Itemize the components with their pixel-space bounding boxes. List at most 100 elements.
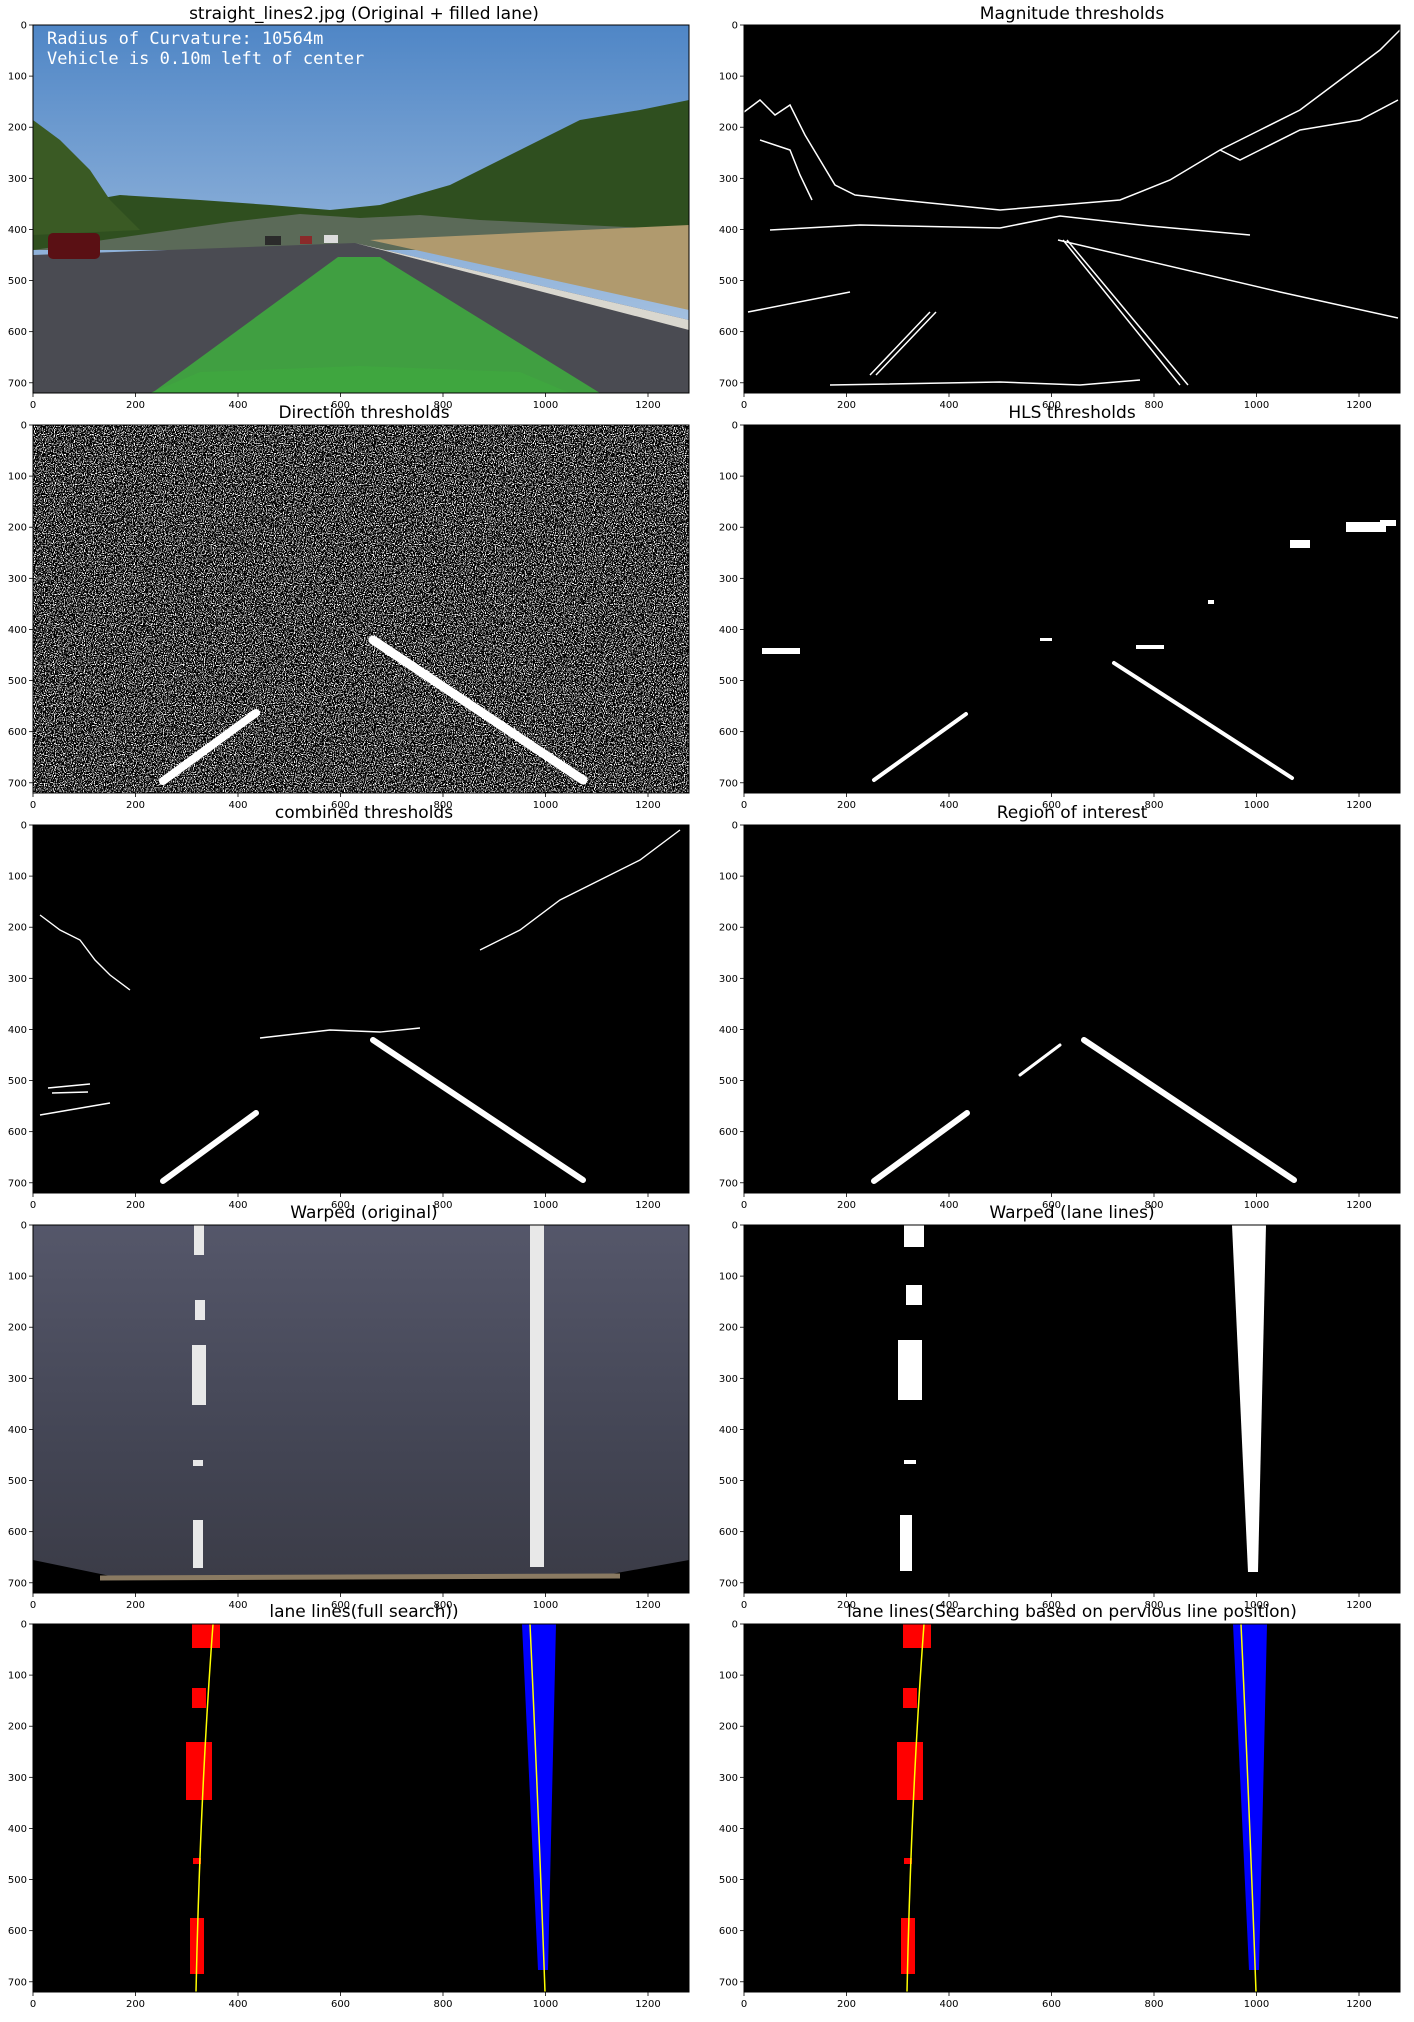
y-tick-label: 0 — [732, 21, 738, 32]
x-tick-label: 600 — [331, 1999, 350, 2010]
y-tick-label: 700 — [8, 778, 27, 789]
y-tick-label: 100 — [719, 72, 738, 83]
x-tick-label: 600 — [331, 800, 350, 811]
y-tick-label: 0 — [21, 421, 27, 432]
y-tick-label: 100 — [8, 1671, 27, 1682]
y-tick-label: 400 — [8, 1824, 27, 1835]
x-tick-label: 200 — [837, 1999, 856, 2010]
y-tick-label: 400 — [8, 1025, 27, 1036]
axis-ticks: 0 200 400 600 800 1000 1200 0 100 200 300 400 500 600… — [719, 821, 1372, 1212]
axis-ticks: 0 200 400 600 800 1000 1200 0 100 200 300 400 500 600… — [719, 421, 1372, 812]
y-tick-label: 400 — [719, 1824, 738, 1835]
y-tick-label: 500 — [8, 276, 27, 287]
y-tick-label: 500 — [719, 1076, 738, 1087]
panel-title: Direction thresholds — [278, 403, 449, 423]
y-tick-label: 500 — [8, 676, 27, 687]
offset-text: Vehicle is 0.10m left of center — [47, 49, 364, 69]
y-tick-label: 500 — [8, 1875, 27, 1886]
y-tick-label: 200 — [8, 923, 27, 934]
y-tick-label: 0 — [732, 1620, 738, 1631]
x-tick-label: 200 — [837, 400, 856, 411]
y-tick-label: 300 — [719, 574, 738, 585]
y-tick-label: 600 — [8, 1527, 27, 1538]
y-tick-label: 600 — [719, 327, 738, 338]
y-tick-label: 600 — [8, 1926, 27, 1937]
panel-title: Region of interest — [997, 803, 1148, 823]
right-fit-line — [529, 1623, 546, 1993]
y-tick-label: 0 — [732, 1221, 738, 1232]
x-tick-label: 600 — [1042, 1600, 1061, 1611]
panel-roi: Region of interest 0 200 400 600 800 1000 1200… — [719, 803, 1401, 1212]
x-tick-label: 1000 — [533, 1999, 558, 2010]
x-tick-label: 400 — [939, 1600, 958, 1611]
y-tick-label: 700 — [8, 1178, 27, 1189]
y-tick-label: 300 — [719, 1773, 738, 1784]
x-tick-label: 1000 — [1244, 1999, 1269, 2010]
x-tick-label: 800 — [1144, 800, 1163, 811]
x-tick-label: 600 — [331, 400, 350, 411]
x-tick-label: 800 — [433, 1200, 452, 1211]
x-tick-label: 600 — [1042, 800, 1061, 811]
x-tick-label: 1200 — [1346, 1200, 1371, 1211]
y-tick-label: 200 — [719, 523, 738, 534]
x-tick-label: 200 — [126, 1999, 145, 2010]
y-tick-label: 700 — [719, 778, 738, 789]
x-tick-label: 400 — [939, 400, 958, 411]
x-tick-label: 1000 — [533, 1600, 558, 1611]
y-tick-label: 400 — [719, 225, 738, 236]
x-tick-label: 400 — [228, 400, 247, 411]
y-tick-label: 200 — [8, 523, 27, 534]
x-tick-label: 200 — [126, 1200, 145, 1211]
y-tick-label: 300 — [8, 174, 27, 185]
x-tick-label: 200 — [126, 400, 145, 411]
curvature-text: Radius of Curvature: 10564m — [47, 29, 323, 49]
x-tick-label: 1000 — [533, 800, 558, 811]
y-tick-label: 100 — [8, 72, 27, 83]
x-tick-label: 800 — [1144, 1600, 1163, 1611]
x-tick-label: 200 — [126, 800, 145, 811]
lane-marks — [871, 1037, 1297, 1184]
axis-ticks: 0 200 400 600 800 1000 1200 0 100 200 300 400 500 600… — [8, 1620, 661, 2011]
x-tick-label: 400 — [939, 1200, 958, 1211]
x-tick-label: 1200 — [1346, 1600, 1371, 1611]
noise-pixels — [33, 425, 689, 793]
panel-title: HLS thresholds — [1008, 403, 1136, 423]
x-tick-label: 1000 — [533, 1200, 558, 1211]
y-tick-label: 600 — [719, 1127, 738, 1138]
y-tick-label: 400 — [719, 625, 738, 636]
x-tick-label: 1200 — [1346, 400, 1371, 411]
x-tick-label: 800 — [433, 800, 452, 811]
x-tick-label: 600 — [1042, 1999, 1061, 2010]
y-tick-label: 500 — [8, 1476, 27, 1487]
x-tick-label: 400 — [228, 1200, 247, 1211]
x-tick-label: 1200 — [635, 1600, 660, 1611]
x-tick-label: 0 — [30, 1200, 36, 1211]
y-tick-label: 400 — [8, 225, 27, 236]
panel-title: Warped (original) — [290, 1203, 437, 1223]
y-tick-label: 700 — [719, 1977, 738, 1988]
x-tick-label: 0 — [30, 400, 36, 411]
y-tick-label: 300 — [719, 174, 738, 185]
left-lane-pixels — [186, 1624, 220, 1974]
panel-original: straight_lines2.jpg (Original + filled l… — [8, 4, 690, 412]
panel-warpedbin: Warped (lane lines) 0 200 400 600 800 1000 120… — [719, 1203, 1401, 1611]
y-tick-label: 0 — [732, 421, 738, 432]
x-tick-label: 1000 — [1244, 1600, 1269, 1611]
y-tick-label: 300 — [8, 1374, 27, 1385]
axis-ticks: 0 200 400 600 800 1000 1200 0 100 200 300 400 500 600… — [8, 21, 661, 412]
axis-ticks: 0 200 400 600 800 1000 1200 0 100 200 300 400 500 600… — [8, 421, 661, 812]
warped-lane-marks — [192, 1225, 544, 1568]
y-tick-label: 700 — [719, 1178, 738, 1189]
x-tick-label: 400 — [228, 1999, 247, 2010]
y-tick-label: 600 — [8, 327, 27, 338]
y-tick-label: 0 — [21, 21, 27, 32]
y-tick-label: 500 — [719, 676, 738, 687]
y-tick-label: 600 — [719, 1527, 738, 1538]
left-fit-line — [195, 1623, 214, 1993]
edge-pixels — [743, 29, 1401, 386]
sparse-pixels — [762, 520, 1396, 654]
edge-pixels — [39, 829, 681, 1116]
axis-ticks: 0 200 400 600 800 1000 1200 0 100 200 300 400 500 600… — [8, 1221, 661, 1612]
panel-title: lane lines(Searching based on pervious l… — [847, 1602, 1297, 1622]
y-tick-label: 300 — [8, 1773, 27, 1784]
